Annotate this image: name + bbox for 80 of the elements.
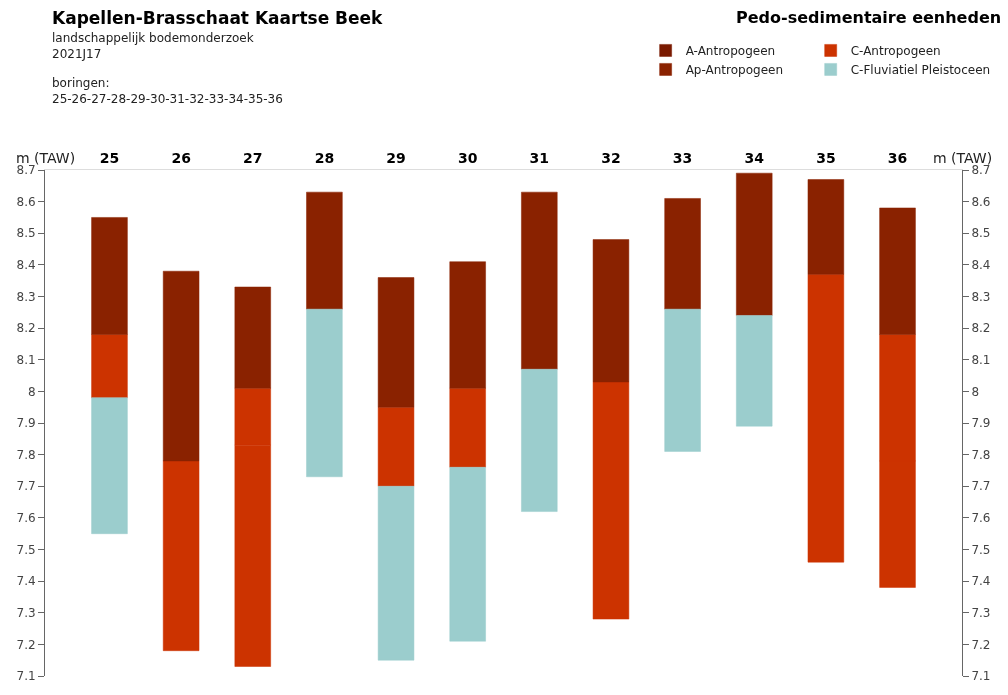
y-tick-label: 8.7 bbox=[16, 163, 36, 178]
bar bbox=[664, 308, 701, 452]
y-tick-label: 7.7 bbox=[16, 479, 36, 494]
bar bbox=[91, 397, 128, 534]
y2-tick-label: 7.1 bbox=[971, 669, 991, 684]
y-tick-label: 8.5 bbox=[16, 226, 36, 241]
x-tick-label: 33 bbox=[672, 150, 693, 167]
y2-tick-label: 7.7 bbox=[971, 479, 991, 494]
bar bbox=[162, 270, 200, 462]
y-tick-label: 7.4 bbox=[16, 574, 36, 589]
y2-tick-label: 8.4 bbox=[971, 258, 991, 273]
x-tick-label: 35 bbox=[816, 150, 836, 167]
y2-tick-label: 7.5 bbox=[971, 542, 991, 557]
x-tick-label: 34 bbox=[744, 150, 765, 167]
x-tick-label: 29 bbox=[386, 150, 406, 167]
y-tick-label: 8.1 bbox=[16, 352, 36, 367]
y-tick-label: 7.2 bbox=[16, 637, 36, 652]
y-tick-label: 8 bbox=[27, 384, 36, 399]
legend-title: Pedo-sedimentaire eenheden bbox=[736, 8, 1002, 27]
legend-label: Ap-Antropogeen bbox=[685, 63, 784, 78]
x-tick-label: 36 bbox=[887, 150, 908, 167]
chart-title: Kapellen-Brasschaat Kaartse Beek bbox=[52, 8, 384, 28]
x-tick-label: 27 bbox=[243, 150, 263, 167]
y-tick-label: 7.9 bbox=[16, 416, 36, 431]
y2-tick-label: 7.8 bbox=[971, 447, 991, 462]
y-tick-label: 7.1 bbox=[16, 669, 36, 684]
legend-label: A-Antropogeen bbox=[685, 44, 776, 59]
bar bbox=[377, 277, 415, 408]
y-axis-title: m (TAW) bbox=[16, 150, 76, 166]
bar bbox=[91, 334, 128, 398]
x-tick-label: 28 bbox=[314, 150, 335, 167]
chart-subtitle: landschappelijk bodemonderzoek 2021J17 bbox=[52, 31, 254, 61]
bar bbox=[521, 191, 558, 370]
y2-tick-label: 7.9 bbox=[971, 416, 991, 431]
bar bbox=[162, 460, 200, 651]
bar bbox=[449, 387, 486, 468]
bar bbox=[234, 286, 271, 389]
text: boringen: 25-26-27-28-29-30-31-32-33-34-35-36 bbox=[52, 76, 283, 106]
bar bbox=[736, 315, 773, 427]
x-tick-label: 25 bbox=[99, 150, 120, 167]
y-tick-label: 8.4 bbox=[16, 258, 36, 273]
y2-tick-label: 7.6 bbox=[971, 511, 991, 526]
x-tick-label: 30 bbox=[457, 150, 478, 167]
y-tick-label: 7.8 bbox=[16, 447, 36, 462]
y2-tick-label: 8.6 bbox=[971, 194, 991, 209]
bar bbox=[91, 217, 128, 335]
bar bbox=[306, 191, 343, 310]
bar bbox=[736, 172, 773, 316]
y2-tick-label: 7.4 bbox=[971, 574, 991, 589]
bar bbox=[449, 261, 486, 389]
bar bbox=[664, 198, 701, 310]
x-tick-label: 26 bbox=[171, 150, 191, 167]
bar bbox=[807, 274, 845, 563]
y-tick-label: 7.5 bbox=[16, 542, 36, 557]
legend-label: C-Antropogeen bbox=[850, 44, 941, 59]
bar bbox=[449, 467, 486, 642]
bar bbox=[592, 239, 630, 383]
bar bbox=[377, 486, 415, 661]
y2-axis-title: m (TAW) bbox=[933, 150, 993, 166]
y2-tick-label: 8.3 bbox=[971, 289, 991, 304]
y2-tick-label: 8.1 bbox=[971, 352, 991, 367]
y-tick-label: 8.6 bbox=[16, 194, 36, 209]
y2-tick-label: 7.2 bbox=[971, 637, 991, 652]
x-tick-label: 31 bbox=[529, 150, 550, 167]
y-tick-label: 8.3 bbox=[16, 289, 36, 304]
bar bbox=[306, 308, 343, 478]
y2-tick-label: 7.3 bbox=[971, 605, 991, 620]
bar bbox=[807, 179, 845, 275]
y2-tick-label: 8 bbox=[971, 384, 980, 399]
legend-label: C-Fluviatiel Pleistoceen bbox=[850, 63, 991, 78]
bar bbox=[521, 368, 558, 512]
bar bbox=[879, 207, 916, 335]
y-tick-label: 7.3 bbox=[16, 605, 36, 620]
bar bbox=[377, 406, 415, 487]
y2-tick-label: 8.5 bbox=[971, 226, 991, 241]
y-tick-label: 8.2 bbox=[16, 321, 36, 336]
x-tick-label: 32 bbox=[601, 150, 621, 167]
bar bbox=[592, 381, 630, 620]
y-tick-label: 7.6 bbox=[16, 511, 36, 526]
y2-tick-label: 8.2 bbox=[971, 321, 991, 336]
